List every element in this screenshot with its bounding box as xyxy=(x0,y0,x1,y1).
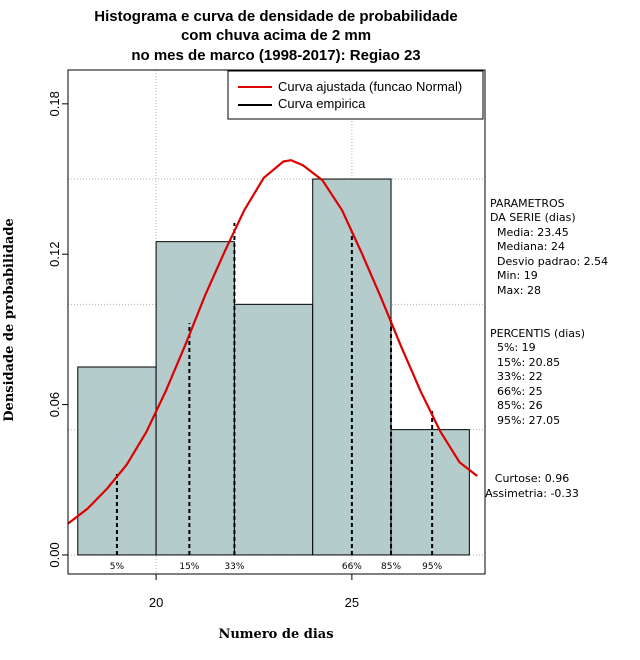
x-axis-title: Numero de dias xyxy=(218,627,333,642)
histogram-bar xyxy=(390,429,470,556)
chart-title-line-1: Histograma e curva de densidade de proba… xyxy=(94,8,457,25)
y-tick-label: 0.12 xyxy=(47,242,62,267)
percentile-label: 66% xyxy=(342,562,362,572)
percentis-line: 5%: 19 xyxy=(497,341,536,354)
params-line: DA SERIE (dias) xyxy=(490,211,576,224)
y-axis-title: Densidade de probabilidade xyxy=(2,218,17,421)
params-line: Min: 19 xyxy=(497,269,538,282)
y-tick-label: 0.00 xyxy=(47,542,62,567)
legend-label-fitted: Curva ajustada (funcao Normal) xyxy=(278,79,462,94)
percentis-line: 95%: 27.05 xyxy=(497,414,560,427)
percentile-label: 95% xyxy=(422,562,442,572)
percentis-line: 33%: 22 xyxy=(497,370,543,383)
params-line: PARAMETROS xyxy=(490,197,565,210)
y-tick-label: 0.18 xyxy=(47,91,62,116)
y-tick-label: 0.06 xyxy=(47,392,62,417)
percentile-label: 85% xyxy=(381,562,401,572)
histogram-bar xyxy=(312,178,392,556)
legend-box xyxy=(227,70,484,120)
percentile-label: 15% xyxy=(179,562,199,572)
percentis-panel: PERCENTIS (dias) 5%: 19 15%: 20.85 33%: … xyxy=(490,327,585,427)
legend-label-empirical: Curva empirica xyxy=(278,96,366,111)
curtose-text: Curtose: 0.96 xyxy=(495,472,569,485)
percentile-label: 5% xyxy=(110,562,125,572)
fitted-normal-curve xyxy=(67,159,478,525)
params-panel: PARAMETROS DA SERIE (dias) Media: 23.45 … xyxy=(490,197,608,297)
params-line: Desvio padrao: 2.54 xyxy=(497,255,608,268)
params-line: Media: 23.45 xyxy=(497,226,569,239)
shape-stats-panel: Curtose: 0.96 Assimetria: -0.33 xyxy=(485,472,579,500)
x-tick-label: 20 xyxy=(149,595,163,610)
legend: Curva ajustada (funcao Normal) Curva emp… xyxy=(227,70,484,120)
chart-title-line-2: com chuva acima de 2 mm xyxy=(181,27,371,44)
chart-title-line-3: no mes de marco (1998-2017): Regiao 23 xyxy=(131,47,420,64)
x-tick-label: 25 xyxy=(345,595,359,610)
percentis-line: PERCENTIS (dias) xyxy=(490,327,585,340)
percentis-line: 66%: 25 xyxy=(497,385,543,398)
histogram-bar xyxy=(233,303,314,556)
params-line: Mediana: 24 xyxy=(497,240,565,253)
percentis-line: 15%: 20.85 xyxy=(497,356,560,369)
params-line: Max: 28 xyxy=(497,284,541,297)
percentis-line: 85%: 26 xyxy=(497,399,543,412)
plot-frame xyxy=(67,69,486,575)
assimetria-text: Assimetria: -0.33 xyxy=(485,487,579,500)
percentile-label: 33% xyxy=(224,562,244,572)
histogram-bar xyxy=(155,241,235,556)
